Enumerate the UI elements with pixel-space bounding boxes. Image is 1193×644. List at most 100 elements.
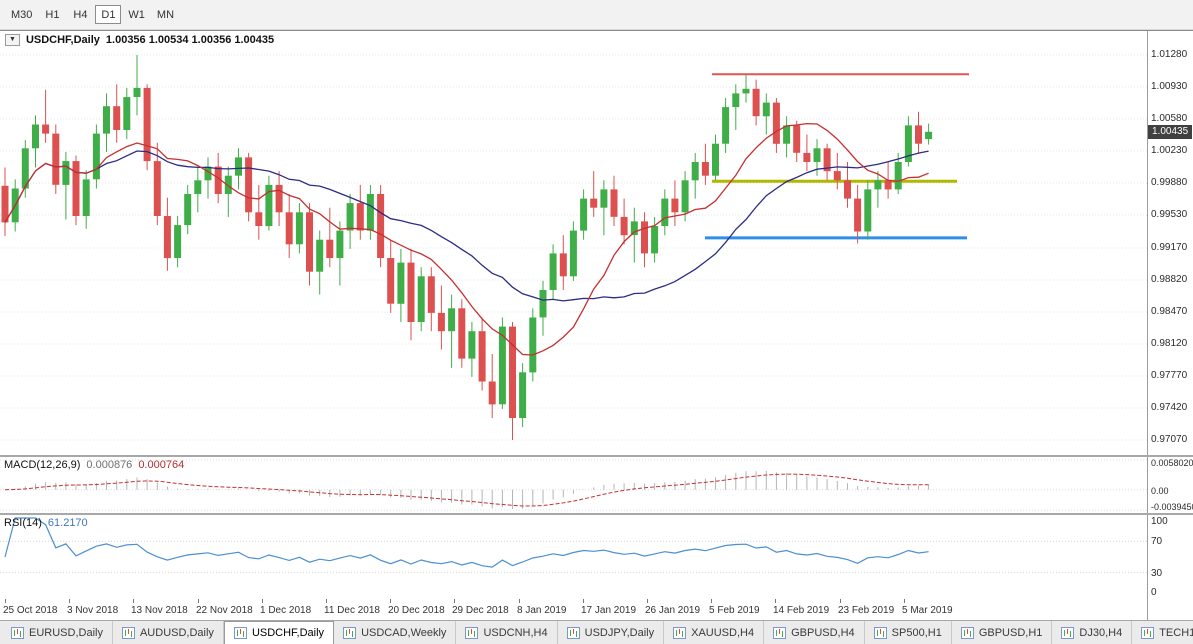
mini-chart-icon bbox=[673, 626, 687, 639]
chart-tab-eurusd-daily[interactable]: EURUSD,Daily bbox=[2, 621, 113, 644]
pane-splitter[interactable] bbox=[0, 455, 1193, 457]
main-chart-pane[interactable]: 1.00435 1.01280 1.00930 1.00580 1.00230 0.99… bbox=[0, 31, 1193, 455]
date-label: 29 Dec 2018 bbox=[452, 605, 509, 616]
chart-tab-bar: EURUSD,Daily AUDUSD,Daily USDCHF,Daily USDC… bbox=[0, 620, 1193, 644]
timeframe-button-mn[interactable]: MN bbox=[156, 8, 175, 21]
date-label: 5 Mar 2019 bbox=[902, 605, 953, 616]
time-tick bbox=[583, 599, 584, 603]
timeframe-button-w1[interactable]: W1 bbox=[128, 8, 145, 21]
time-scale[interactable]: 25 Oct 2018 3 Nov 2018 13 Nov 2018 22 Nov 2… bbox=[0, 599, 1193, 620]
macd-signal-line bbox=[4, 473, 929, 507]
scale-label: 1.00930 bbox=[1151, 81, 1188, 92]
chart-tab-sp500-h1[interactable]: SP500,H1 bbox=[864, 621, 952, 644]
chart-tab-gbpusd-h1[interactable]: GBPUSD,H1 bbox=[951, 621, 1053, 644]
chart-tab-audusd-daily[interactable]: AUDUSD,Daily bbox=[112, 621, 224, 644]
ma-fast-line bbox=[4, 122, 929, 356]
chart-window: 1.00435 1.01280 1.00930 1.00580 1.00230 0.99… bbox=[0, 30, 1193, 620]
chart-header: ▼ USDCHF,Daily 1.00356 1.00534 1.00356 1… bbox=[5, 34, 275, 47]
rsi-scale: 100 70 30 0 bbox=[1147, 515, 1193, 599]
rsi-value: 61.2170 bbox=[47, 517, 88, 529]
mini-chart-icon bbox=[873, 626, 887, 639]
scale-label: -0.0039450 bbox=[1151, 502, 1193, 512]
time-tick bbox=[647, 599, 648, 603]
scale-label: 0.97420 bbox=[1151, 402, 1188, 413]
date-label: 5 Feb 2019 bbox=[709, 605, 760, 616]
time-tick bbox=[390, 599, 391, 603]
chart-tab-usdcnh-h4[interactable]: USDCNH,H4 bbox=[456, 621, 558, 644]
candles-group bbox=[1, 55, 933, 440]
scale-label: 0.98470 bbox=[1151, 306, 1188, 317]
scale-label: 1.01280 bbox=[1151, 49, 1188, 60]
timeframe-button-d1[interactable]: D1 bbox=[95, 5, 122, 24]
mini-chart-icon bbox=[233, 627, 247, 639]
chart-symbol-label: USDCHF,Daily bbox=[25, 34, 100, 47]
macd-plot bbox=[0, 459, 1147, 511]
macd-value-signal: 0.000764 bbox=[138, 459, 185, 471]
timeframe-toolbar: M30 H1 H4 D1 W1 MN bbox=[0, 0, 1193, 30]
rsi-name: RSI(14) bbox=[4, 517, 42, 529]
macd-pane[interactable]: 0.0058020 0.00 -0.0039450 MACD(12,26,9) 0.… bbox=[0, 457, 1193, 513]
time-tick bbox=[326, 599, 327, 603]
time-tick bbox=[454, 599, 455, 603]
chart-tab-label: AUDUSD,Daily bbox=[139, 626, 214, 639]
mini-chart-icon bbox=[121, 626, 135, 639]
chart-tab-label: GBPUSD,H4 bbox=[791, 626, 855, 639]
scale-label: 1.00230 bbox=[1151, 145, 1188, 156]
chart-tab-label: USDCHF,Daily bbox=[251, 627, 325, 639]
scale-label: 0.98120 bbox=[1151, 338, 1188, 349]
chart-tab-tech100-h1[interactable]: TECH100,H1 bbox=[1132, 621, 1193, 644]
time-tick bbox=[5, 599, 6, 603]
timeframe-button-h1[interactable]: H1 bbox=[45, 8, 60, 21]
mini-chart-icon bbox=[11, 626, 24, 639]
chart-tab-usdcad-weekly[interactable]: USDCAD,Weekly bbox=[334, 621, 457, 644]
scale-label: 0.98820 bbox=[1151, 274, 1188, 285]
mini-chart-icon bbox=[960, 626, 974, 639]
mini-chart-icon bbox=[1141, 626, 1155, 639]
pane-splitter[interactable] bbox=[0, 513, 1193, 515]
timeframe-button-m30[interactable]: M30 bbox=[11, 8, 33, 21]
chart-tab-label: EURUSD,Daily bbox=[29, 626, 103, 639]
chart-tab-usdchf-daily[interactable]: USDCHF,Daily bbox=[223, 621, 335, 644]
chart-tab-label: SP500,H1 bbox=[891, 626, 942, 639]
rsi-pane[interactable]: 100 70 30 0 RSI(14) 61.2170 bbox=[0, 515, 1193, 599]
date-label: 13 Nov 2018 bbox=[131, 605, 188, 616]
price-scale[interactable]: 1.00435 1.01280 1.00930 1.00580 1.00230 0.99… bbox=[1147, 31, 1193, 455]
scale-label: 0.0058020 bbox=[1151, 458, 1193, 468]
date-label: 1 Dec 2018 bbox=[260, 605, 312, 616]
chart-tab-xauusd-h4[interactable]: XAUUSD,H4 bbox=[664, 621, 765, 644]
chart-tab-label: USDCNH,H4 bbox=[483, 626, 548, 639]
time-tick bbox=[711, 599, 712, 603]
rsi-line bbox=[4, 517, 929, 568]
macd-scale: 0.0058020 0.00 -0.0039450 bbox=[1147, 457, 1193, 513]
scale-label: 0.00 bbox=[1151, 486, 1169, 496]
date-label: 11 Dec 2018 bbox=[324, 605, 380, 616]
date-label: 20 Dec 2018 bbox=[388, 605, 445, 616]
scale-label: 30 bbox=[1151, 568, 1163, 579]
chart-ohlc-values: 1.00356 1.00534 1.00356 1.00435 bbox=[105, 34, 275, 47]
scale-label: 0.99880 bbox=[1151, 177, 1188, 188]
scale-label: 0.99170 bbox=[1151, 242, 1188, 253]
ma-slow-line bbox=[4, 150, 929, 302]
chart-tab-dj30-h4[interactable]: DJ30,H4 bbox=[1052, 621, 1133, 644]
time-tick bbox=[519, 599, 520, 603]
mini-chart-icon bbox=[1061, 626, 1075, 639]
date-label: 8 Jan 2019 bbox=[517, 605, 567, 616]
chart-tab-gbpusd-h4[interactable]: GBPUSD,H4 bbox=[764, 621, 865, 644]
chart-tab-label: USDJPY,Daily bbox=[584, 626, 655, 639]
date-label: 26 Jan 2019 bbox=[645, 605, 701, 616]
rsi-label: RSI(14) 61.2170 bbox=[4, 517, 88, 529]
timeframe-button-h4[interactable]: H4 bbox=[73, 8, 88, 21]
date-label: 17 Jan 2019 bbox=[581, 605, 637, 616]
mini-chart-icon bbox=[566, 626, 580, 639]
scale-label: 0 bbox=[1151, 587, 1157, 598]
chart-tab-usdjpy-daily[interactable]: USDJPY,Daily bbox=[557, 621, 665, 644]
mini-chart-icon bbox=[465, 626, 479, 639]
candlestick-chart[interactable] bbox=[0, 31, 1147, 455]
rsi-plot bbox=[0, 517, 1147, 574]
date-label: 25 Oct 2018 bbox=[3, 605, 58, 616]
chart-tab-label: GBPUSD,H1 bbox=[978, 626, 1043, 639]
time-tick bbox=[904, 599, 905, 603]
date-label: 23 Feb 2019 bbox=[838, 605, 895, 616]
chart-collapse-icon[interactable]: ▼ bbox=[5, 34, 20, 47]
